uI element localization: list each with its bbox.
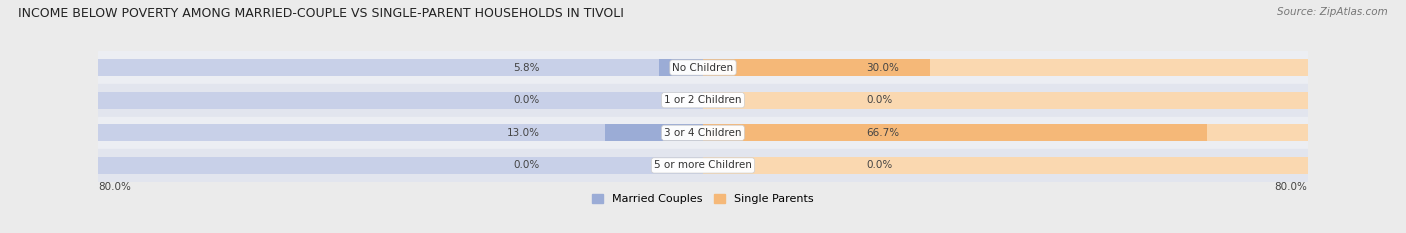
Bar bbox=[659, 59, 703, 76]
Text: Source: ZipAtlas.com: Source: ZipAtlas.com bbox=[1277, 7, 1388, 17]
Bar bbox=[703, 92, 1308, 109]
Text: 5.8%: 5.8% bbox=[513, 63, 540, 72]
Bar bbox=[98, 59, 703, 76]
Text: 0.0%: 0.0% bbox=[866, 161, 893, 170]
Bar bbox=[98, 116, 1308, 149]
Text: 80.0%: 80.0% bbox=[98, 182, 131, 192]
Text: 13.0%: 13.0% bbox=[506, 128, 540, 138]
Bar bbox=[98, 51, 1308, 84]
Bar bbox=[98, 124, 703, 141]
Bar bbox=[703, 157, 1308, 174]
Text: 1 or 2 Children: 1 or 2 Children bbox=[664, 95, 742, 105]
Bar bbox=[98, 84, 1308, 116]
Bar bbox=[703, 59, 929, 76]
Text: 0.0%: 0.0% bbox=[513, 95, 540, 105]
Text: 80.0%: 80.0% bbox=[1275, 182, 1308, 192]
Text: 3 or 4 Children: 3 or 4 Children bbox=[664, 128, 742, 138]
Text: INCOME BELOW POVERTY AMONG MARRIED-COUPLE VS SINGLE-PARENT HOUSEHOLDS IN TIVOLI: INCOME BELOW POVERTY AMONG MARRIED-COUPL… bbox=[18, 7, 624, 20]
Text: 0.0%: 0.0% bbox=[866, 95, 893, 105]
Legend: Married Couples, Single Parents: Married Couples, Single Parents bbox=[588, 190, 818, 209]
Text: No Children: No Children bbox=[672, 63, 734, 72]
Text: 66.7%: 66.7% bbox=[866, 128, 900, 138]
Bar bbox=[703, 124, 1208, 141]
Bar bbox=[98, 92, 703, 109]
Bar bbox=[703, 124, 1308, 141]
Text: 30.0%: 30.0% bbox=[866, 63, 898, 72]
Bar bbox=[98, 157, 703, 174]
Bar bbox=[703, 59, 1308, 76]
Bar bbox=[98, 149, 1308, 182]
Bar bbox=[605, 124, 703, 141]
Text: 5 or more Children: 5 or more Children bbox=[654, 161, 752, 170]
Text: 0.0%: 0.0% bbox=[513, 161, 540, 170]
